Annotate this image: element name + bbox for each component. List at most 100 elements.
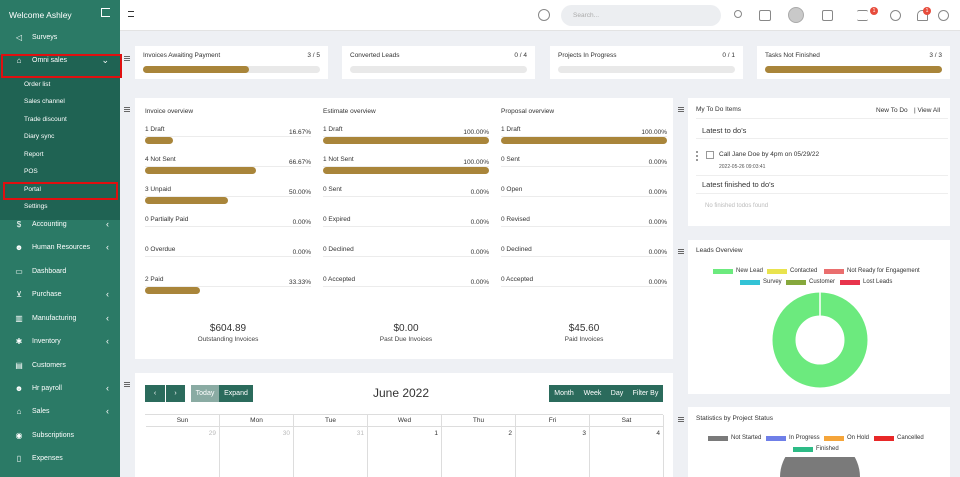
- progress-bar: [350, 66, 527, 73]
- sidebar-item-omni-sales[interactable]: ⌂ Omni sales ⌄: [0, 54, 120, 66]
- legend-item: New Lead: [713, 268, 763, 274]
- sidebar-item-purchase[interactable]: ⊻ Purchase ‹: [0, 288, 120, 300]
- sidebar-item-dashboard[interactable]: ▭ Dashboard: [0, 265, 120, 277]
- sidebar-subitem-pos[interactable]: POS: [24, 168, 38, 175]
- legend-label: Not Started: [731, 435, 762, 441]
- legend-item: Lost Leads: [840, 279, 892, 285]
- calendar-day[interactable]: 2: [442, 427, 516, 477]
- filter-by-button[interactable]: Filter By: [628, 385, 663, 402]
- today-button[interactable]: Today: [191, 385, 219, 402]
- sidebar-subitem-settings[interactable]: Settings: [24, 203, 48, 210]
- sidebar-subitem-order-list[interactable]: Order list: [24, 81, 51, 88]
- legend-item: Cancelled: [874, 435, 924, 441]
- new-todo-link[interactable]: New To Do: [876, 107, 908, 114]
- drag-handle-icon[interactable]: [124, 382, 130, 387]
- sidebar-item-sales[interactable]: ⌂ Sales ‹: [0, 405, 120, 417]
- drag-handle-icon[interactable]: [678, 417, 684, 422]
- overview-card: Invoice overview 1 Draft 16.67% 4 Not Sent 6…: [135, 98, 673, 359]
- overview-row: 0 Declined 0.00%: [323, 246, 489, 276]
- expand-button[interactable]: Expand: [219, 385, 253, 402]
- summary-card: Projects In Progress 0 / 1: [550, 46, 743, 79]
- sidebar-subitem-diary-sync[interactable]: Diary sync: [24, 133, 55, 140]
- calendar-day[interactable]: 31: [294, 427, 368, 477]
- drag-handle-icon[interactable]: [678, 107, 684, 112]
- overview-row-label: 0 Sent: [323, 186, 342, 193]
- overview-row-label: 0 Partially Paid: [145, 216, 189, 223]
- overview-amount: $604.89 Outstanding Invoices: [145, 323, 311, 343]
- weekday-header: Sun: [146, 415, 220, 427]
- summary-count: 3 / 3: [929, 52, 942, 59]
- sidebar-item-subscriptions[interactable]: ◉ Subscriptions: [0, 429, 120, 441]
- overview-row-label: 2 Paid: [145, 276, 164, 283]
- calendar-day[interactable]: 4: [590, 427, 664, 477]
- overview-bar: [501, 227, 667, 234]
- bell-icon[interactable]: [917, 10, 928, 21]
- calendar-day[interactable]: 1: [368, 427, 442, 477]
- calendar-day[interactable]: 29: [146, 427, 220, 477]
- sidebar-item-hr-payroll[interactable]: ☻ Hr payroll ‹: [0, 382, 120, 394]
- prev-button[interactable]: ‹: [145, 385, 165, 402]
- sidebar-subitem-portal[interactable]: Portal: [24, 186, 41, 193]
- sidebar-item-manufacturing[interactable]: ▥ Manufacturing ‹: [0, 312, 120, 324]
- drag-handle-icon[interactable]: [124, 107, 130, 112]
- tasks-icon[interactable]: [857, 10, 868, 21]
- drag-handle-icon[interactable]: [678, 249, 684, 254]
- basket-icon: ⌂: [16, 55, 22, 65]
- menu-toggle-icon[interactable]: [128, 11, 134, 17]
- search-icon[interactable]: [734, 10, 742, 18]
- summary-label: Invoices Awaiting Payment: [143, 52, 221, 59]
- progress-bar: [143, 66, 320, 73]
- logout-icon[interactable]: [101, 8, 110, 17]
- users-icon: ☻: [14, 383, 24, 393]
- next-button[interactable]: ›: [166, 385, 185, 402]
- avatar[interactable]: [788, 7, 804, 23]
- week-button[interactable]: Week: [579, 385, 606, 402]
- todo-checkbox[interactable]: [706, 151, 714, 159]
- chevron-left-icon: ‹: [106, 383, 109, 393]
- sidebar-item-label: Manufacturing: [32, 314, 77, 322]
- emoji-icon[interactable]: [538, 9, 550, 21]
- divider: [323, 256, 489, 257]
- search-input[interactable]: Search...: [561, 5, 721, 26]
- overview-bar-fill: [323, 167, 489, 174]
- sidebar-item-inventory[interactable]: ✱ Inventory ‹: [0, 335, 120, 347]
- sidebar-subitem-report[interactable]: Report: [24, 151, 44, 158]
- overview-bar: [323, 227, 489, 234]
- sidebar-subitem-trade-discount[interactable]: Trade discount: [24, 116, 67, 123]
- project-status-title: Statistics by Project Status: [696, 415, 773, 422]
- legend-item: Not Ready for Engagement: [824, 268, 920, 274]
- drag-handle-icon[interactable]: [696, 151, 698, 161]
- drag-handle-icon[interactable]: [124, 56, 130, 61]
- overview-bar: [501, 137, 667, 144]
- overview-bar: [501, 167, 667, 174]
- weekday-header: Sat: [590, 415, 664, 427]
- summary-label: Converted Leads: [350, 52, 400, 59]
- calendar-day[interactable]: 30: [220, 427, 294, 477]
- image-icon[interactable]: [759, 10, 771, 21]
- calendar-day[interactable]: 3: [516, 427, 590, 477]
- chevron-left-icon: ‹: [106, 289, 109, 299]
- amount-value: $604.89: [209, 323, 247, 334]
- todo-item-text[interactable]: Call Jane Doe by 4pm on 05/29/22: [719, 151, 820, 158]
- sidebar-item-accounting[interactable]: $ Accounting ‹: [0, 218, 120, 230]
- legend-swatch: [708, 435, 728, 441]
- legend-label: In Progress: [789, 435, 820, 441]
- clock-icon[interactable]: [890, 10, 901, 21]
- overview-row: 0 Accepted 0.00%: [323, 276, 489, 306]
- legend-label: Customer: [809, 279, 836, 285]
- day-button[interactable]: Day: [606, 385, 628, 402]
- sidebar-item-expenses[interactable]: ▯ Expenses: [0, 452, 120, 464]
- legend-swatch: [824, 435, 844, 441]
- gear-icon[interactable]: [938, 10, 949, 21]
- sidebar-item-customers[interactable]: ▤ Customers: [0, 359, 120, 371]
- month-button[interactable]: Month: [549, 385, 579, 402]
- sidebar-item-surveys[interactable]: ◁ Surveys: [0, 31, 120, 43]
- sidebar-item-human-resources[interactable]: ☻ Human Resources ‹: [0, 241, 120, 253]
- view-all-link[interactable]: | View All: [914, 107, 941, 114]
- sidebar-subitem-sales-channel[interactable]: Sales channel: [24, 98, 65, 105]
- highlight-omni-sales: [1, 54, 122, 78]
- overview-bar: [501, 257, 667, 264]
- share-icon[interactable]: [822, 10, 833, 21]
- divider: [501, 256, 667, 257]
- overview-row-percent: 0.00%: [648, 189, 667, 196]
